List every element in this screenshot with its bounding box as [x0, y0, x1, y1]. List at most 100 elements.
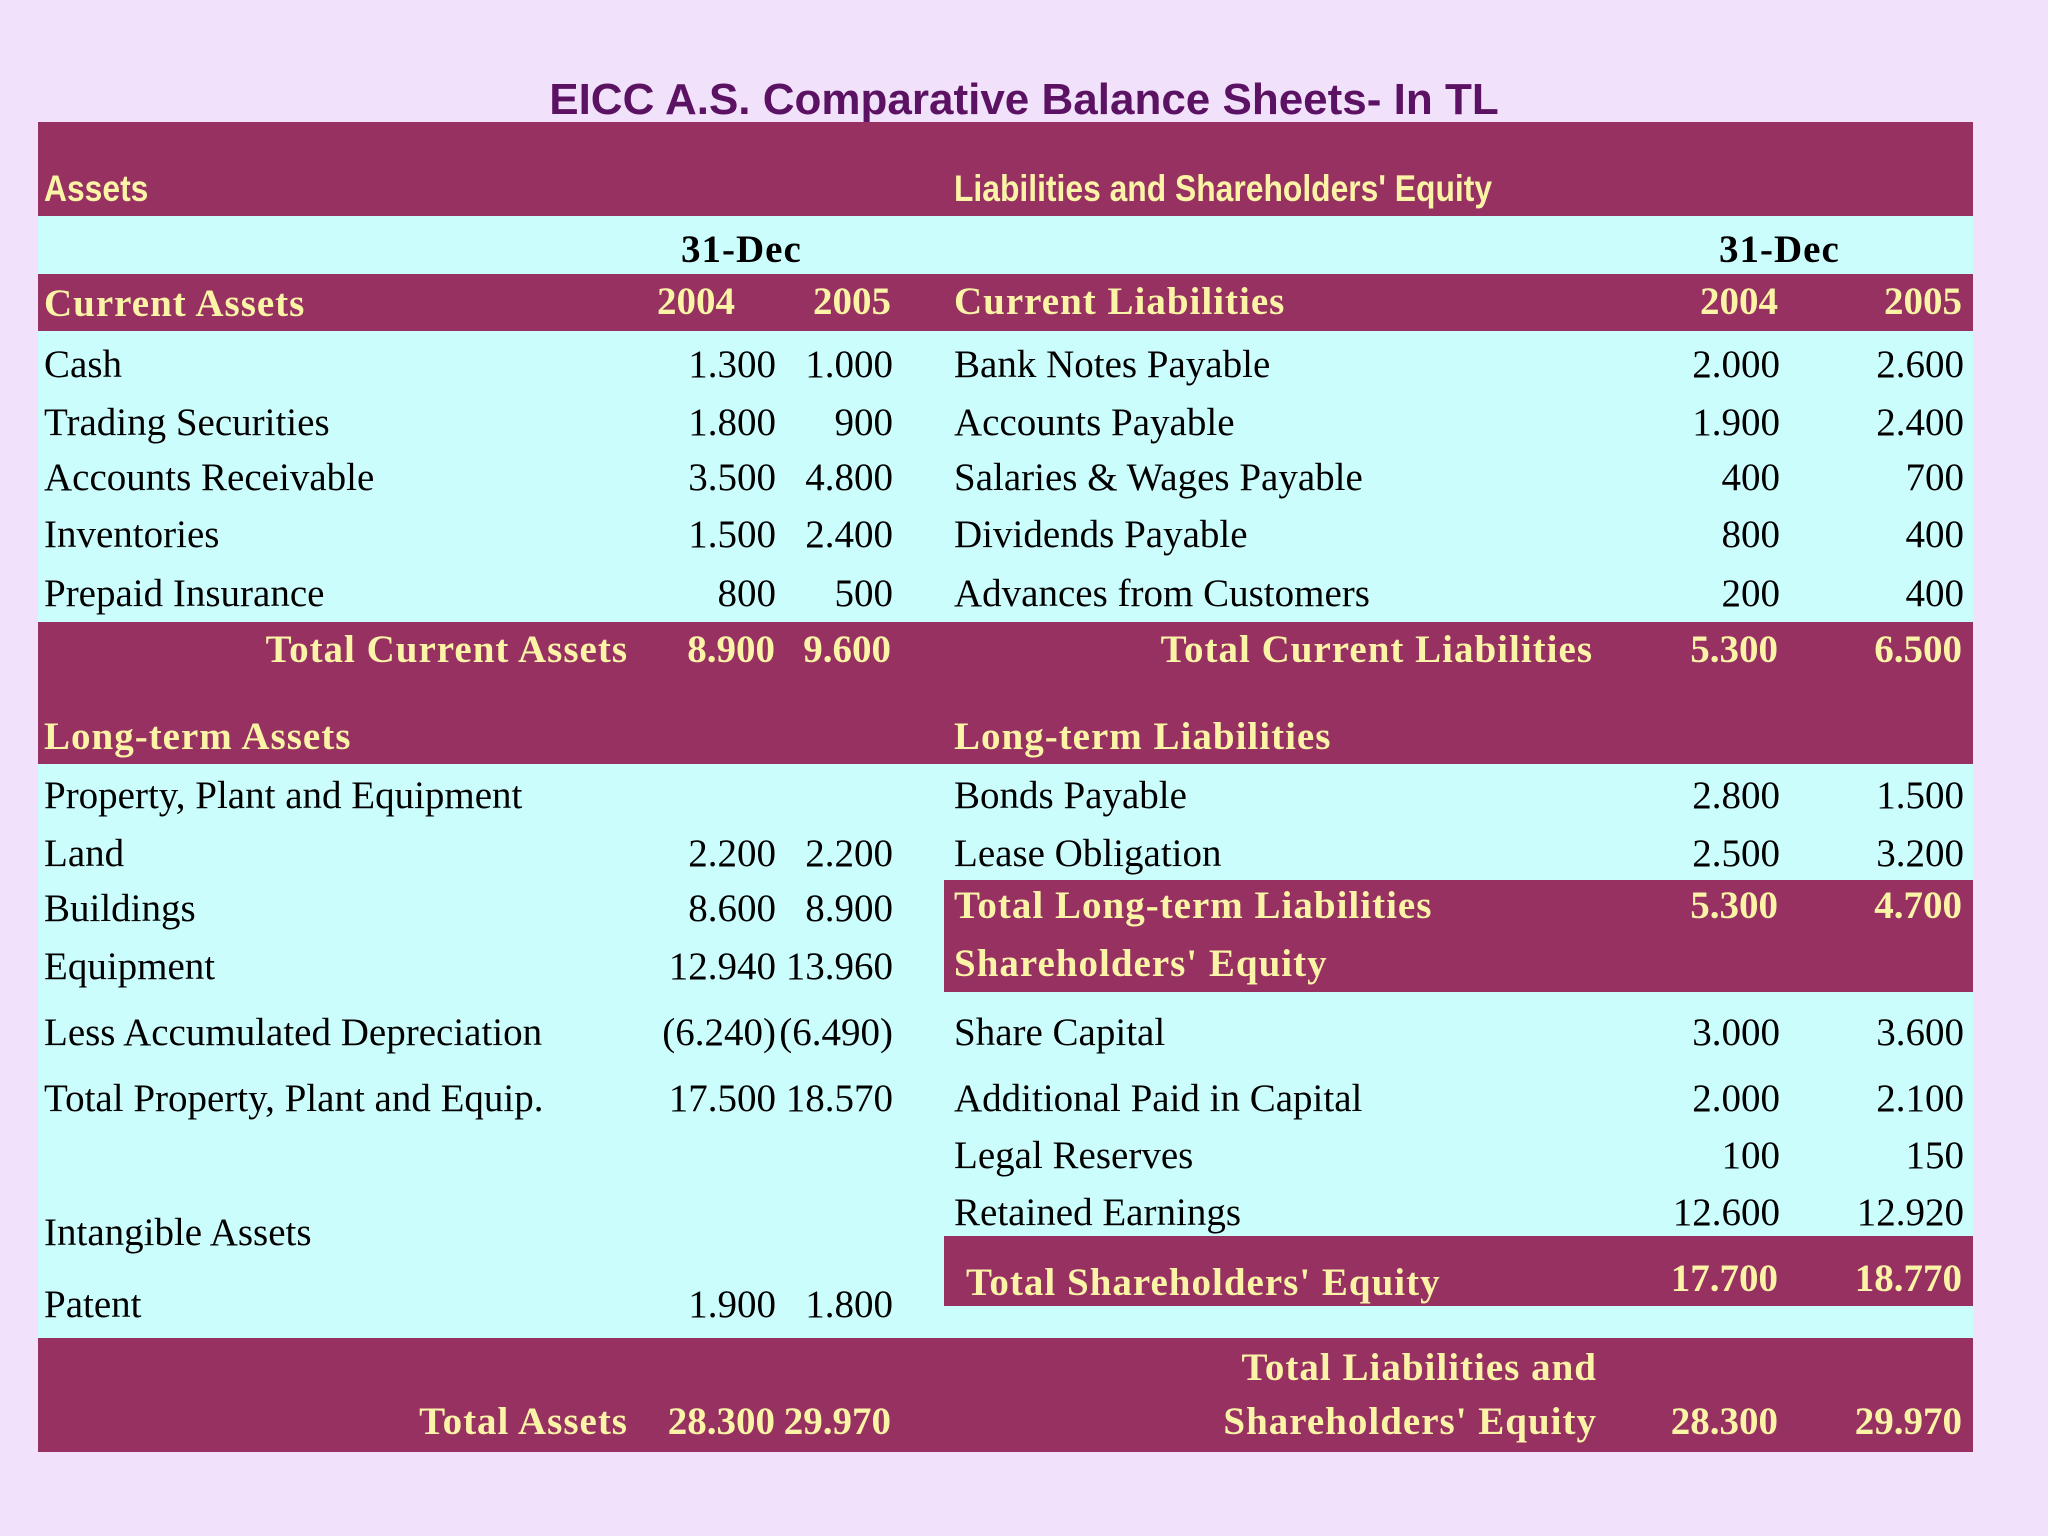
row-label: Retained Earnings [954, 1191, 1241, 1234]
row-value-2005: 2.100 [1876, 1077, 1964, 1120]
current-assets-heading: Current Assets [44, 282, 306, 325]
total-shareholders-equity-label: Total Shareholders' Equity [966, 1261, 1441, 1304]
row-value-2004: 200 [1721, 572, 1781, 615]
total-liabilities-equity-label-line2: Shareholders' Equity [1223, 1400, 1597, 1443]
total-shareholders-equity-2004: 17.700 [1670, 1257, 1778, 1300]
row-value-2005: 400 [1905, 572, 1965, 615]
total-long-term-liabilities-2005: 4.700 [1874, 884, 1962, 927]
row-label: Land [44, 832, 125, 875]
row-label: Bonds Payable [954, 774, 1187, 817]
total-long-term-liabilities-label: Total Long-term Liabilities [954, 884, 1433, 927]
row-value-2005: (6.490) [779, 1011, 893, 1054]
row-value-2005: 2.400 [805, 513, 893, 556]
row-label: Prepaid Insurance [44, 572, 325, 615]
row-value-2004: 12.600 [1672, 1191, 1780, 1234]
row-label: Accounts Payable [954, 401, 1235, 444]
total-assets-2005: 29.970 [783, 1400, 891, 1443]
row-value-2004: 100 [1721, 1134, 1781, 1177]
row-value-2005: 150 [1905, 1134, 1965, 1177]
total-current-assets-2005: 9.600 [803, 628, 891, 671]
row-value-2005: 700 [1905, 456, 1965, 499]
total-assets-2004: 28.300 [667, 1400, 775, 1443]
row-value-2005: 400 [1905, 513, 1965, 556]
row-value-2005: 8.900 [805, 887, 893, 930]
total-assets-label: Total Assets [419, 1400, 628, 1443]
row-value-2004: 800 [1721, 513, 1781, 556]
row-value-2005: 12.920 [1856, 1191, 1964, 1234]
patent-value-2005: 1.800 [805, 1283, 893, 1326]
row-label: Additional Paid in Capital [954, 1077, 1363, 1120]
row-value-2005: 500 [834, 572, 894, 615]
total-shareholders-equity-2005: 18.770 [1854, 1257, 1962, 1300]
equity-total-band [944, 1236, 1973, 1306]
total-long-term-liabilities-2004: 5.300 [1690, 884, 1778, 927]
total-current-liabilities-2005: 6.500 [1874, 628, 1962, 671]
total-current-liabilities-2004: 5.300 [1690, 628, 1778, 671]
row-value-2004: 3.000 [1692, 1011, 1780, 1054]
current-liabilities-heading: Current Liabilities [954, 280, 1286, 323]
row-label: Dividends Payable [954, 513, 1248, 556]
row-value-2004: 1.900 [1692, 401, 1780, 444]
row-label: Cash [44, 343, 122, 386]
year-2004-left: 2004 [657, 280, 735, 323]
long-term-liabilities-heading: Long-term Liabilities [954, 715, 1332, 758]
row-value-2004: (6.240) [662, 1011, 776, 1054]
total-liabilities-equity-2004: 28.300 [1670, 1400, 1778, 1443]
row-label: Lease Obligation [954, 832, 1222, 875]
row-value-2005: 1.000 [805, 343, 893, 386]
row-value-2004: 12.940 [668, 945, 776, 988]
shareholders-equity-heading: Shareholders' Equity [954, 942, 1328, 985]
date-left: 31-Dec [681, 228, 802, 271]
row-value-2005: 1.500 [1876, 774, 1964, 817]
row-label: Inventories [44, 513, 220, 556]
total-liabilities-equity-2005: 29.970 [1854, 1400, 1962, 1443]
total-current-assets-label: Total Current Assets [265, 628, 628, 671]
grand-total-band [38, 1338, 1973, 1452]
row-value-2004: 2.000 [1692, 343, 1780, 386]
row-label: Advances from Customers [954, 572, 1370, 615]
row-value-2005: 2.200 [805, 832, 893, 875]
row-value-2004: 2.500 [1692, 832, 1780, 875]
row-value-2004: 3.500 [688, 456, 776, 499]
row-label: Accounts Receivable [44, 456, 375, 499]
row-value-2005: 2.400 [1876, 401, 1964, 444]
total-current-assets-2004: 8.900 [687, 628, 775, 671]
row-value-2004: 2.800 [1692, 774, 1780, 817]
row-label: Buildings [44, 887, 196, 930]
ppe-label: Property, Plant and Equipment [44, 774, 523, 817]
assets-header: Assets [44, 168, 149, 209]
row-value-2004: 1.800 [688, 401, 776, 444]
year-2004-right: 2004 [1700, 280, 1778, 323]
row-label: Less Accumulated Depreciation [44, 1011, 543, 1054]
date-right: 31-Dec [1719, 228, 1840, 271]
patent-value-2004: 1.900 [688, 1283, 776, 1326]
balance-sheet-table: Assets Liabilities and Shareholders' Equ… [38, 122, 1973, 1452]
row-value-2004: 1.300 [688, 343, 776, 386]
header-band [38, 122, 1973, 216]
row-value-2005: 3.600 [1876, 1011, 1964, 1054]
row-value-2004: 8.600 [688, 887, 776, 930]
year-2005-right: 2005 [1884, 280, 1962, 323]
year-2005-left: 2005 [813, 280, 891, 323]
row-value-2004: 400 [1721, 456, 1781, 499]
row-label: Share Capital [954, 1011, 1166, 1054]
intangible-assets-label: Intangible Assets [44, 1211, 312, 1254]
total-current-liabilities-label: Total Current Liabilities [1160, 628, 1593, 671]
current-totals-band [38, 622, 1973, 764]
row-value-2004: 2.000 [1692, 1077, 1780, 1120]
lt-liabilities-total-band [944, 880, 1973, 992]
patent-label: Patent [44, 1283, 142, 1326]
row-label: Equipment [44, 945, 216, 988]
total-liabilities-equity-label-line1: Total Liabilities and [1241, 1346, 1597, 1389]
row-value-2004: 17.500 [668, 1077, 776, 1120]
row-value-2005: 3.200 [1876, 832, 1964, 875]
row-value-2005: 4.800 [805, 456, 893, 499]
current-section-band [38, 274, 1973, 331]
row-label: Legal Reserves [954, 1134, 1194, 1177]
row-value-2004: 2.200 [688, 832, 776, 875]
row-label: Trading Securities [44, 401, 330, 444]
row-value-2005: 900 [834, 401, 894, 444]
row-label: Total Property, Plant and Equip. [44, 1077, 544, 1120]
row-value-2004: 1.500 [688, 513, 776, 556]
row-label: Bank Notes Payable [954, 343, 1271, 386]
